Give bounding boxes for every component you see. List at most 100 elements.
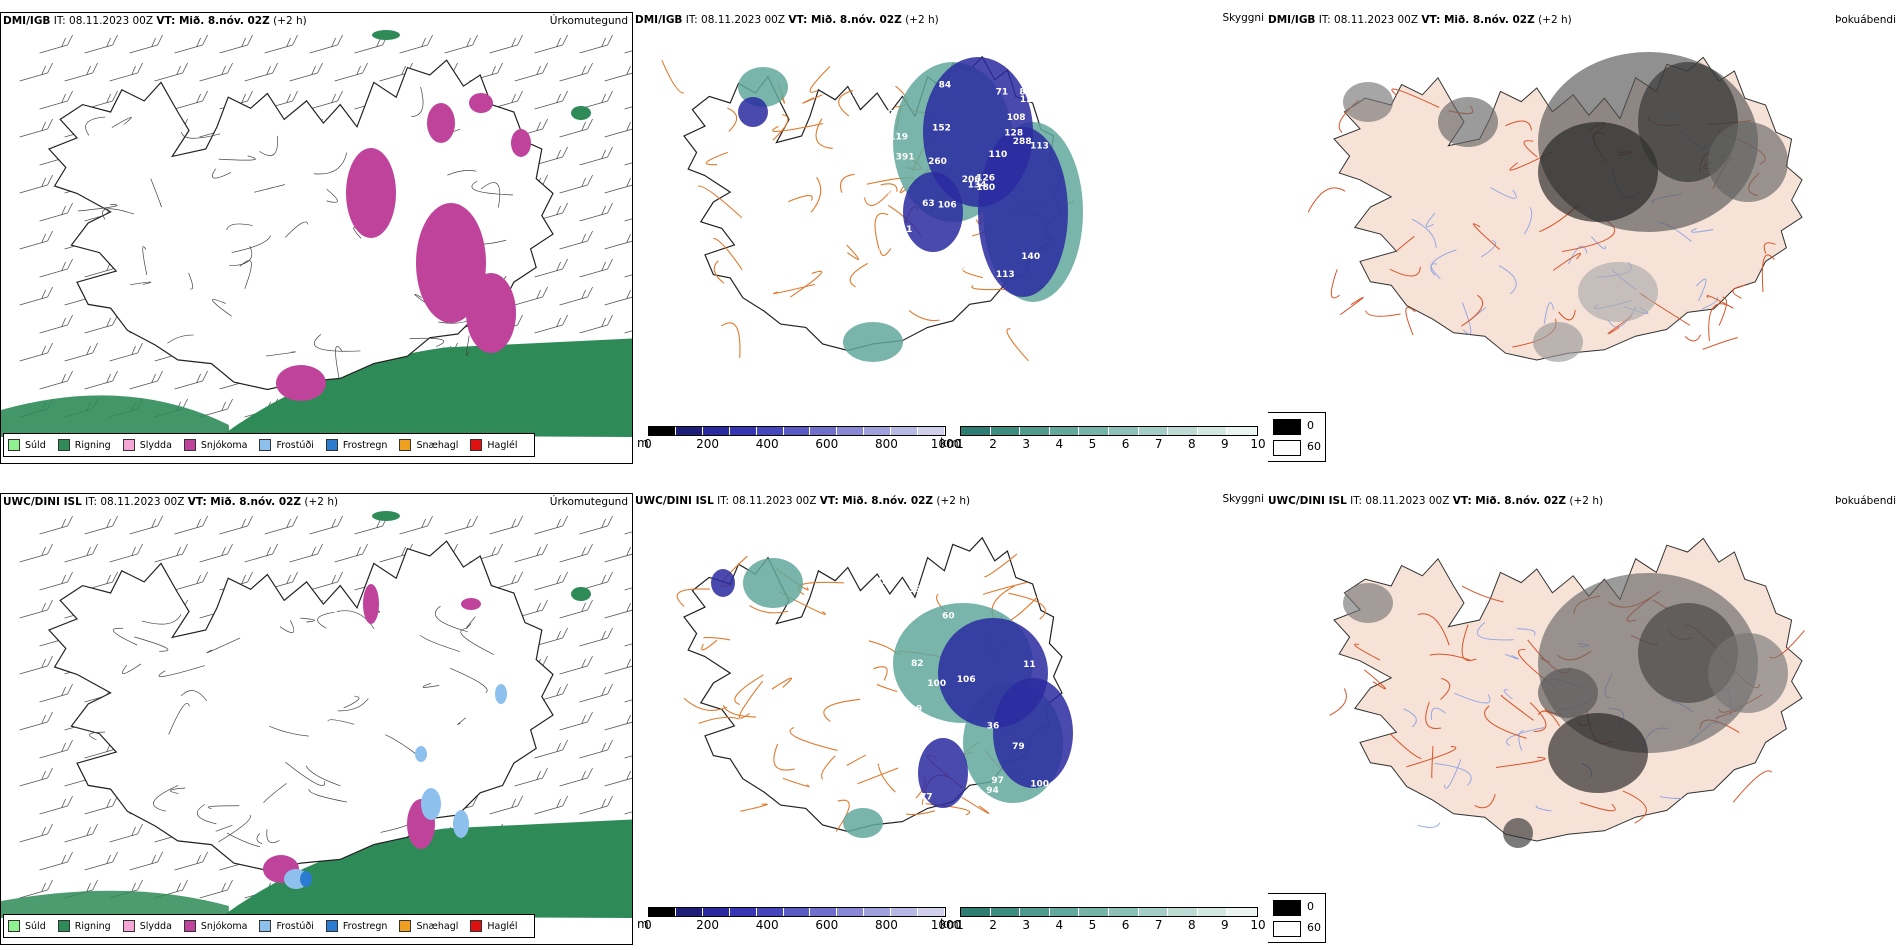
wind-barb bbox=[579, 146, 613, 166]
colorbar-cell bbox=[756, 427, 784, 435]
precip-map bbox=[1, 30, 632, 437]
cloud-visibility-map: 1201121069197119929460199777999100827110… bbox=[676, 536, 1073, 838]
freezing-rain-area bbox=[300, 871, 312, 887]
cloud-base-value: 92 bbox=[898, 601, 911, 611]
wind-barb bbox=[534, 90, 568, 110]
panel-variable: Skyggni bbox=[1222, 12, 1265, 24]
cloud-base-value: 206 bbox=[962, 175, 981, 185]
cloud-base-value: 209 bbox=[901, 278, 920, 288]
road bbox=[809, 66, 831, 93]
wind-barb bbox=[19, 174, 53, 194]
road bbox=[1732, 284, 1746, 299]
colorbar-cell bbox=[729, 427, 757, 435]
colorbar-cell bbox=[1138, 908, 1169, 916]
river bbox=[1443, 759, 1462, 789]
road bbox=[722, 704, 757, 718]
fog-indicator-panel: DMI/IGB IT: 08.11.2023 00Z VT: Mið. 8.nó… bbox=[1268, 12, 1900, 464]
precip-legend-item: Haglél bbox=[470, 920, 518, 932]
fog-legend: 0 60 bbox=[1268, 893, 1326, 943]
colorbar-cell bbox=[891, 427, 919, 435]
wind-barb bbox=[84, 314, 118, 334]
visibility-colorbar: 1 2 3 4 5 6 7 8 9 10 km bbox=[940, 907, 1266, 932]
road bbox=[727, 107, 738, 132]
precip-map bbox=[1, 511, 632, 918]
wind-barb bbox=[334, 62, 368, 82]
wind-barb bbox=[604, 770, 632, 787]
colorbar-cell bbox=[1049, 908, 1080, 916]
road bbox=[1307, 187, 1346, 213]
rain-area-northeast bbox=[571, 587, 591, 601]
wind-barb bbox=[444, 515, 478, 535]
snow-area bbox=[511, 129, 531, 157]
wind-barb bbox=[129, 370, 163, 390]
wind-barb bbox=[624, 162, 632, 166]
fog-area bbox=[1438, 97, 1498, 147]
cloud-base-value: 106 bbox=[957, 675, 976, 685]
wind-barb bbox=[174, 571, 208, 591]
colorbar-tick: 800 bbox=[874, 918, 898, 932]
colorbar-cell bbox=[1020, 908, 1050, 916]
cloud-base-value: 180 bbox=[976, 183, 995, 193]
road bbox=[971, 285, 1008, 291]
wind-barb bbox=[604, 233, 632, 250]
precip-legend-item: Snjókoma bbox=[183, 439, 247, 451]
cloud-base-value: 63 bbox=[922, 199, 935, 209]
wind-barb bbox=[244, 62, 278, 82]
river bbox=[1543, 302, 1555, 324]
road bbox=[1761, 254, 1775, 293]
colorbar-cell bbox=[1108, 908, 1139, 916]
cloud-base-value: 197 bbox=[878, 110, 897, 120]
road bbox=[738, 680, 764, 719]
road bbox=[782, 777, 810, 788]
wind-barb bbox=[64, 543, 98, 563]
wind-barb bbox=[534, 34, 568, 54]
river bbox=[1524, 207, 1533, 235]
wind-barb bbox=[84, 370, 118, 390]
wind-barb bbox=[579, 627, 613, 647]
river bbox=[1490, 187, 1517, 199]
road bbox=[815, 118, 833, 150]
iceland-outline bbox=[47, 59, 554, 391]
wind-barb bbox=[624, 106, 632, 110]
colorbar-cell bbox=[729, 908, 757, 916]
legend-label: 60 bbox=[1307, 921, 1321, 934]
colorbar-cell bbox=[1227, 908, 1257, 916]
colorbar-tick: 6 bbox=[1121, 437, 1130, 451]
panel-title: UWC/DINI ISL IT: 08.11.2023 00Z VT: Mið.… bbox=[635, 495, 971, 507]
colorbar-tick: 4 bbox=[1055, 918, 1064, 932]
wind-barb bbox=[19, 879, 53, 899]
road bbox=[1495, 756, 1546, 768]
wind-barb bbox=[489, 34, 523, 54]
cloud-base-value: 106 bbox=[861, 552, 880, 562]
road bbox=[876, 684, 898, 693]
colorbar-tick: 1000 bbox=[930, 918, 962, 932]
wind-barb bbox=[264, 34, 298, 54]
river bbox=[1434, 762, 1472, 786]
road bbox=[1354, 643, 1381, 661]
cloud-base-value: 126 bbox=[976, 174, 995, 184]
wind-barb bbox=[219, 34, 253, 54]
road bbox=[1429, 653, 1472, 661]
colorbar-tick: 9 bbox=[1221, 918, 1229, 932]
road bbox=[810, 177, 822, 213]
road bbox=[740, 803, 768, 812]
cloud-base-value: 109 bbox=[852, 89, 871, 99]
road bbox=[1505, 120, 1532, 131]
wind-barb bbox=[39, 571, 73, 591]
wind-barb bbox=[604, 602, 632, 619]
colorbar-tick: 7 bbox=[1154, 918, 1163, 932]
road bbox=[1684, 334, 1702, 342]
wind-barb bbox=[174, 851, 208, 871]
legend-swatch bbox=[1273, 440, 1301, 456]
road bbox=[713, 260, 725, 284]
wind-barb bbox=[579, 571, 613, 591]
legend-swatch bbox=[8, 439, 20, 451]
rain-area-north bbox=[372, 511, 400, 521]
colorbar-tick: 1 bbox=[956, 918, 964, 932]
cloud-base-value: 113 bbox=[1030, 141, 1049, 151]
wind-barb bbox=[19, 767, 53, 787]
colorbar-cell bbox=[702, 908, 730, 916]
colorbar-cell bbox=[918, 908, 945, 916]
wind-barb bbox=[154, 543, 188, 563]
colorbar-tick: 8 bbox=[1187, 437, 1196, 451]
